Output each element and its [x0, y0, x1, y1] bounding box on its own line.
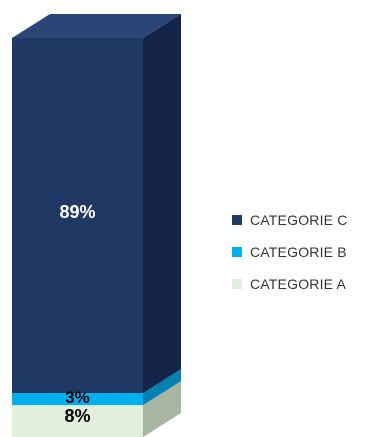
legend-label-categorie-b: CATEGORIE B [250, 244, 347, 260]
legend-swatch-categorie-a [232, 279, 242, 289]
chart-segments [12, 14, 181, 437]
legend-swatch-categorie-c [232, 215, 242, 225]
bar-side-categorie-c [143, 14, 181, 394]
legend-label-categorie-a: CATEGORIE A [250, 276, 347, 292]
data-label-categorie-c: 89% [59, 202, 95, 222]
chart-legend: CATEGORIE C CATEGORIE B CATEGORIE A [232, 204, 348, 300]
data-label-categorie-a: 8% [64, 406, 90, 426]
legend-label-categorie-c: CATEGORIE C [250, 212, 348, 228]
bar-side-categorie-b [143, 369, 181, 406]
legend-item-categorie-a: CATEGORIE A [232, 268, 348, 300]
bar-segment-categorie-a [12, 405, 143, 437]
bar-segment-categorie-c [12, 38, 143, 394]
bar-side-categorie-a [143, 381, 181, 437]
bar-segment-categorie-b [12, 393, 143, 406]
legend-item-categorie-b: CATEGORIE B [232, 236, 348, 268]
data-label-categorie-b: 3% [65, 388, 90, 407]
chart-data-labels: 8%3% 89% [59, 202, 95, 426]
bar-top-categorie-c [12, 14, 181, 38]
legend-swatch-categorie-b [232, 247, 242, 257]
legend-item-categorie-c: CATEGORIE C [232, 204, 348, 236]
